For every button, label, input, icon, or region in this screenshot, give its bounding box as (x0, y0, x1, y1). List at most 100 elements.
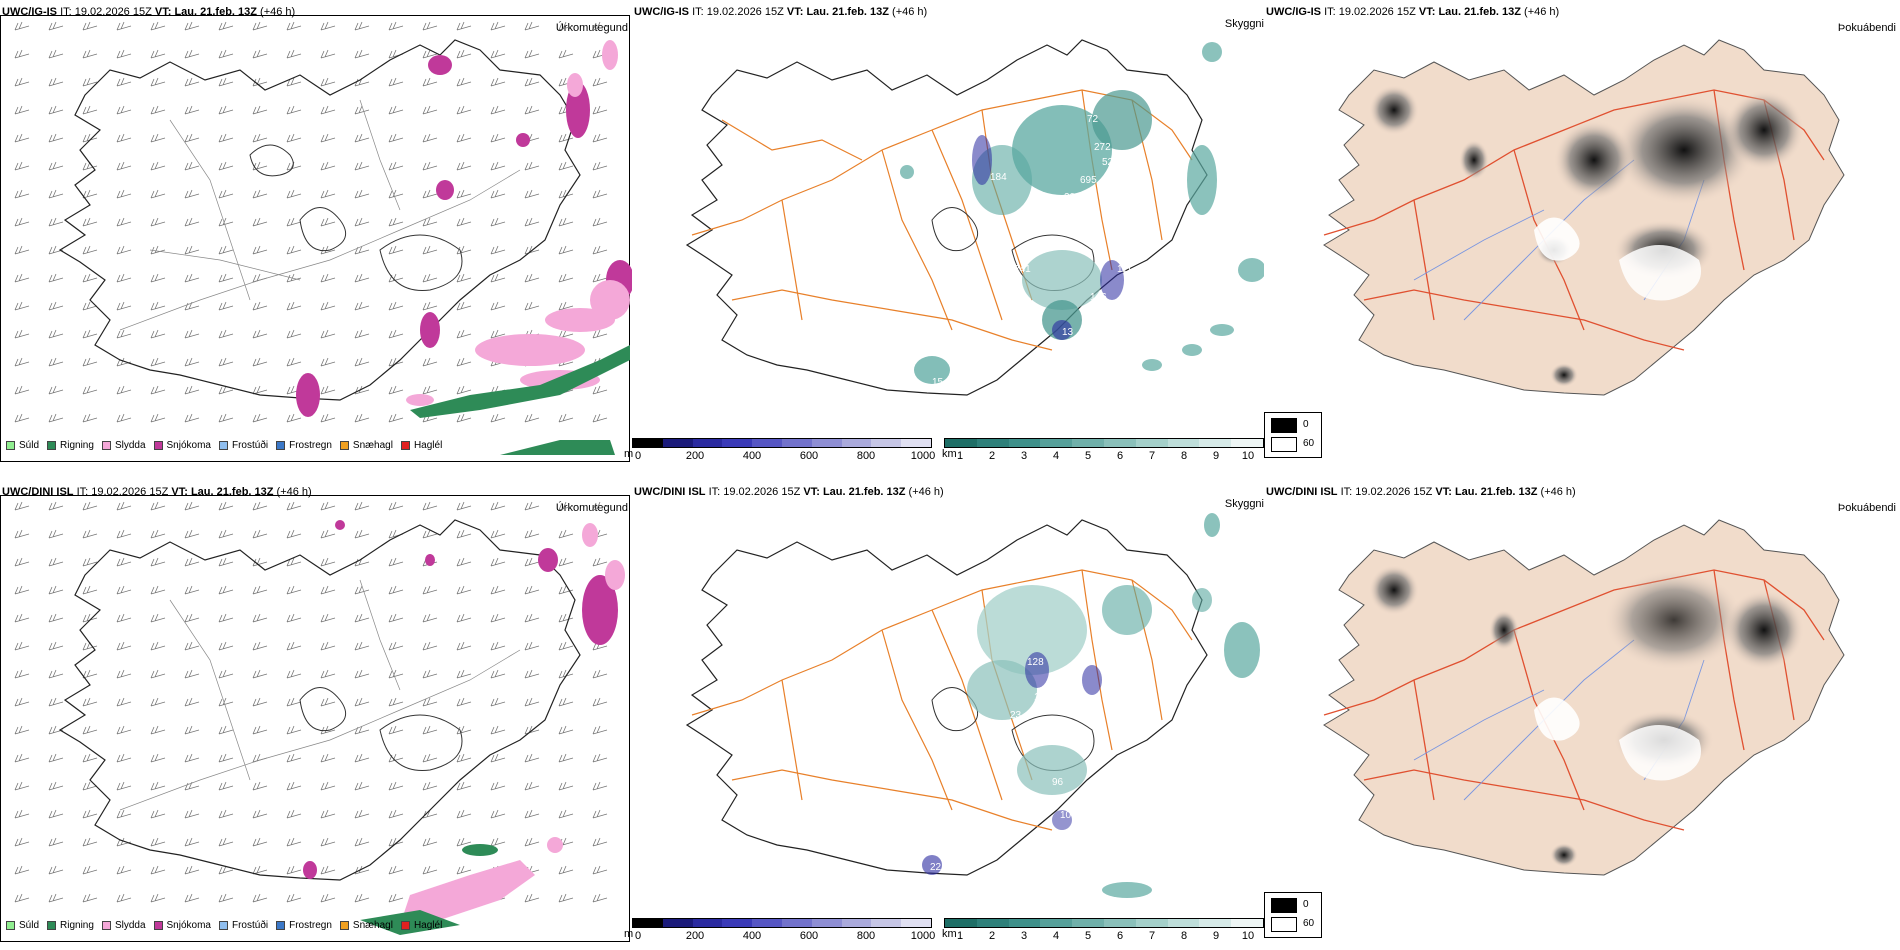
wind-barb (524, 613, 540, 623)
scale-swatch (1008, 439, 1041, 447)
visibility-panel-top: UWC/IG-IS IT: 19.02.2026 15Z VT: Lau. 21… (624, 0, 1264, 465)
height-labels: 72 272 526 695 184 209 74 241 111 146 13… (932, 114, 1133, 388)
wind-barbs (14, 21, 608, 423)
scale-swatch (811, 439, 842, 447)
scale-swatch (752, 919, 782, 927)
scale-tick-label: 400 (742, 930, 762, 942)
wind-barb (320, 217, 336, 227)
vt-label: VT: (1435, 486, 1452, 498)
scale-swatch (781, 439, 812, 447)
iceland-outline (685, 519, 1208, 876)
wind-barb (14, 809, 30, 819)
wind-barb (286, 77, 302, 87)
wind-barb (456, 105, 472, 115)
wind-barb (48, 781, 64, 791)
wind-barb (592, 217, 608, 227)
bottom-row: UWC/DINI ISL IT: 19.02.2026 15Z VT: Lau.… (0, 480, 1900, 945)
wind-barb (388, 585, 404, 595)
wind-barb (150, 21, 166, 31)
wind-barb (320, 21, 336, 31)
wind-barb (184, 329, 200, 339)
scale-swatch (1231, 919, 1263, 927)
wind-barb (456, 585, 472, 595)
wind-barb (218, 413, 234, 423)
height-scale-bar (632, 438, 932, 448)
panel-header: UWC/IG-IS IT: 19.02.2026 15Z VT: Lau. 21… (1266, 6, 1559, 18)
wind-barb (558, 753, 574, 763)
wind-barb (286, 557, 302, 567)
wind-barb (320, 585, 336, 595)
wind-barb (456, 837, 472, 847)
wind-barb (388, 77, 404, 87)
legend-label: Snjókoma (166, 440, 211, 451)
wind-barb (320, 809, 336, 819)
legend-label: Frostregn (289, 440, 332, 451)
wind-barb (184, 217, 200, 227)
scale-swatch (1135, 919, 1168, 927)
wind-barb (286, 613, 302, 623)
wind-barb (354, 189, 370, 199)
it-value: 19.02.2026 15Z (723, 486, 801, 498)
wind-barb (286, 133, 302, 143)
wind-barb (184, 273, 200, 283)
wind-barb (320, 501, 336, 511)
wind-barb (388, 865, 404, 875)
model-name: UWC/IG-IS (1266, 6, 1321, 18)
wind-barb (218, 49, 234, 59)
wind-barb (116, 893, 132, 903)
wind-barb (82, 49, 98, 59)
wind-barb (422, 865, 438, 875)
wind-barb (184, 77, 200, 87)
wind-barb (48, 217, 64, 227)
legend-swatch (339, 441, 349, 450)
scale-swatch (1103, 439, 1136, 447)
wind-barb (218, 329, 234, 339)
vt-label: VT: (803, 486, 820, 498)
wind-barb (592, 725, 608, 735)
model-name: UWC/IG-IS (634, 6, 689, 18)
wind-barb (286, 105, 302, 115)
wind-barb (558, 557, 574, 567)
wind-barb (456, 725, 472, 735)
wind-barb (320, 781, 336, 791)
wind-barb (252, 641, 268, 651)
visibility-scale: 1 2 3 4 5 6 7 8 9 10 km (942, 438, 1264, 462)
wind-barb (592, 697, 608, 707)
map-frame (0, 495, 630, 942)
wind-barb (388, 385, 404, 395)
wind-barb (252, 837, 268, 847)
wind-barb (14, 893, 30, 903)
scale-swatch (662, 919, 693, 927)
wind-barb (422, 725, 438, 735)
wind-barb (490, 329, 506, 339)
wind-barb (48, 49, 64, 59)
panel-title: Skyggni (1224, 498, 1264, 510)
wind-barb (116, 189, 132, 199)
scale-swatch (1135, 439, 1168, 447)
wind-barb (456, 865, 472, 875)
scale-tick-label: 400 (742, 450, 762, 462)
precip-type-map (14, 501, 625, 935)
wind-barb (592, 501, 608, 511)
wind-barb (490, 49, 506, 59)
wind-barb (592, 77, 608, 87)
scale-swatch (976, 919, 1009, 927)
wind-barb (184, 669, 200, 679)
visibility-panel-bottom: UWC/DINI ISL IT: 19.02.2026 15Z VT: Lau.… (624, 480, 1264, 945)
cloud-patches (900, 42, 1264, 384)
wind-barb (286, 753, 302, 763)
legend-swatch (6, 921, 15, 930)
wind-barb (456, 49, 472, 59)
wind-barb (252, 725, 268, 735)
wind-barb (524, 49, 540, 59)
wind-barb (354, 697, 370, 707)
wind-barb (592, 385, 608, 395)
wind-barb (422, 837, 438, 847)
scale-tick-label: 0 (634, 450, 642, 462)
vt-value: Lau. 21.feb. 13Z (1438, 6, 1521, 18)
wind-barb (252, 753, 268, 763)
wind-barb (456, 273, 472, 283)
wind-barb (116, 273, 132, 283)
wind-barb (184, 189, 200, 199)
wind-barb (456, 301, 472, 311)
